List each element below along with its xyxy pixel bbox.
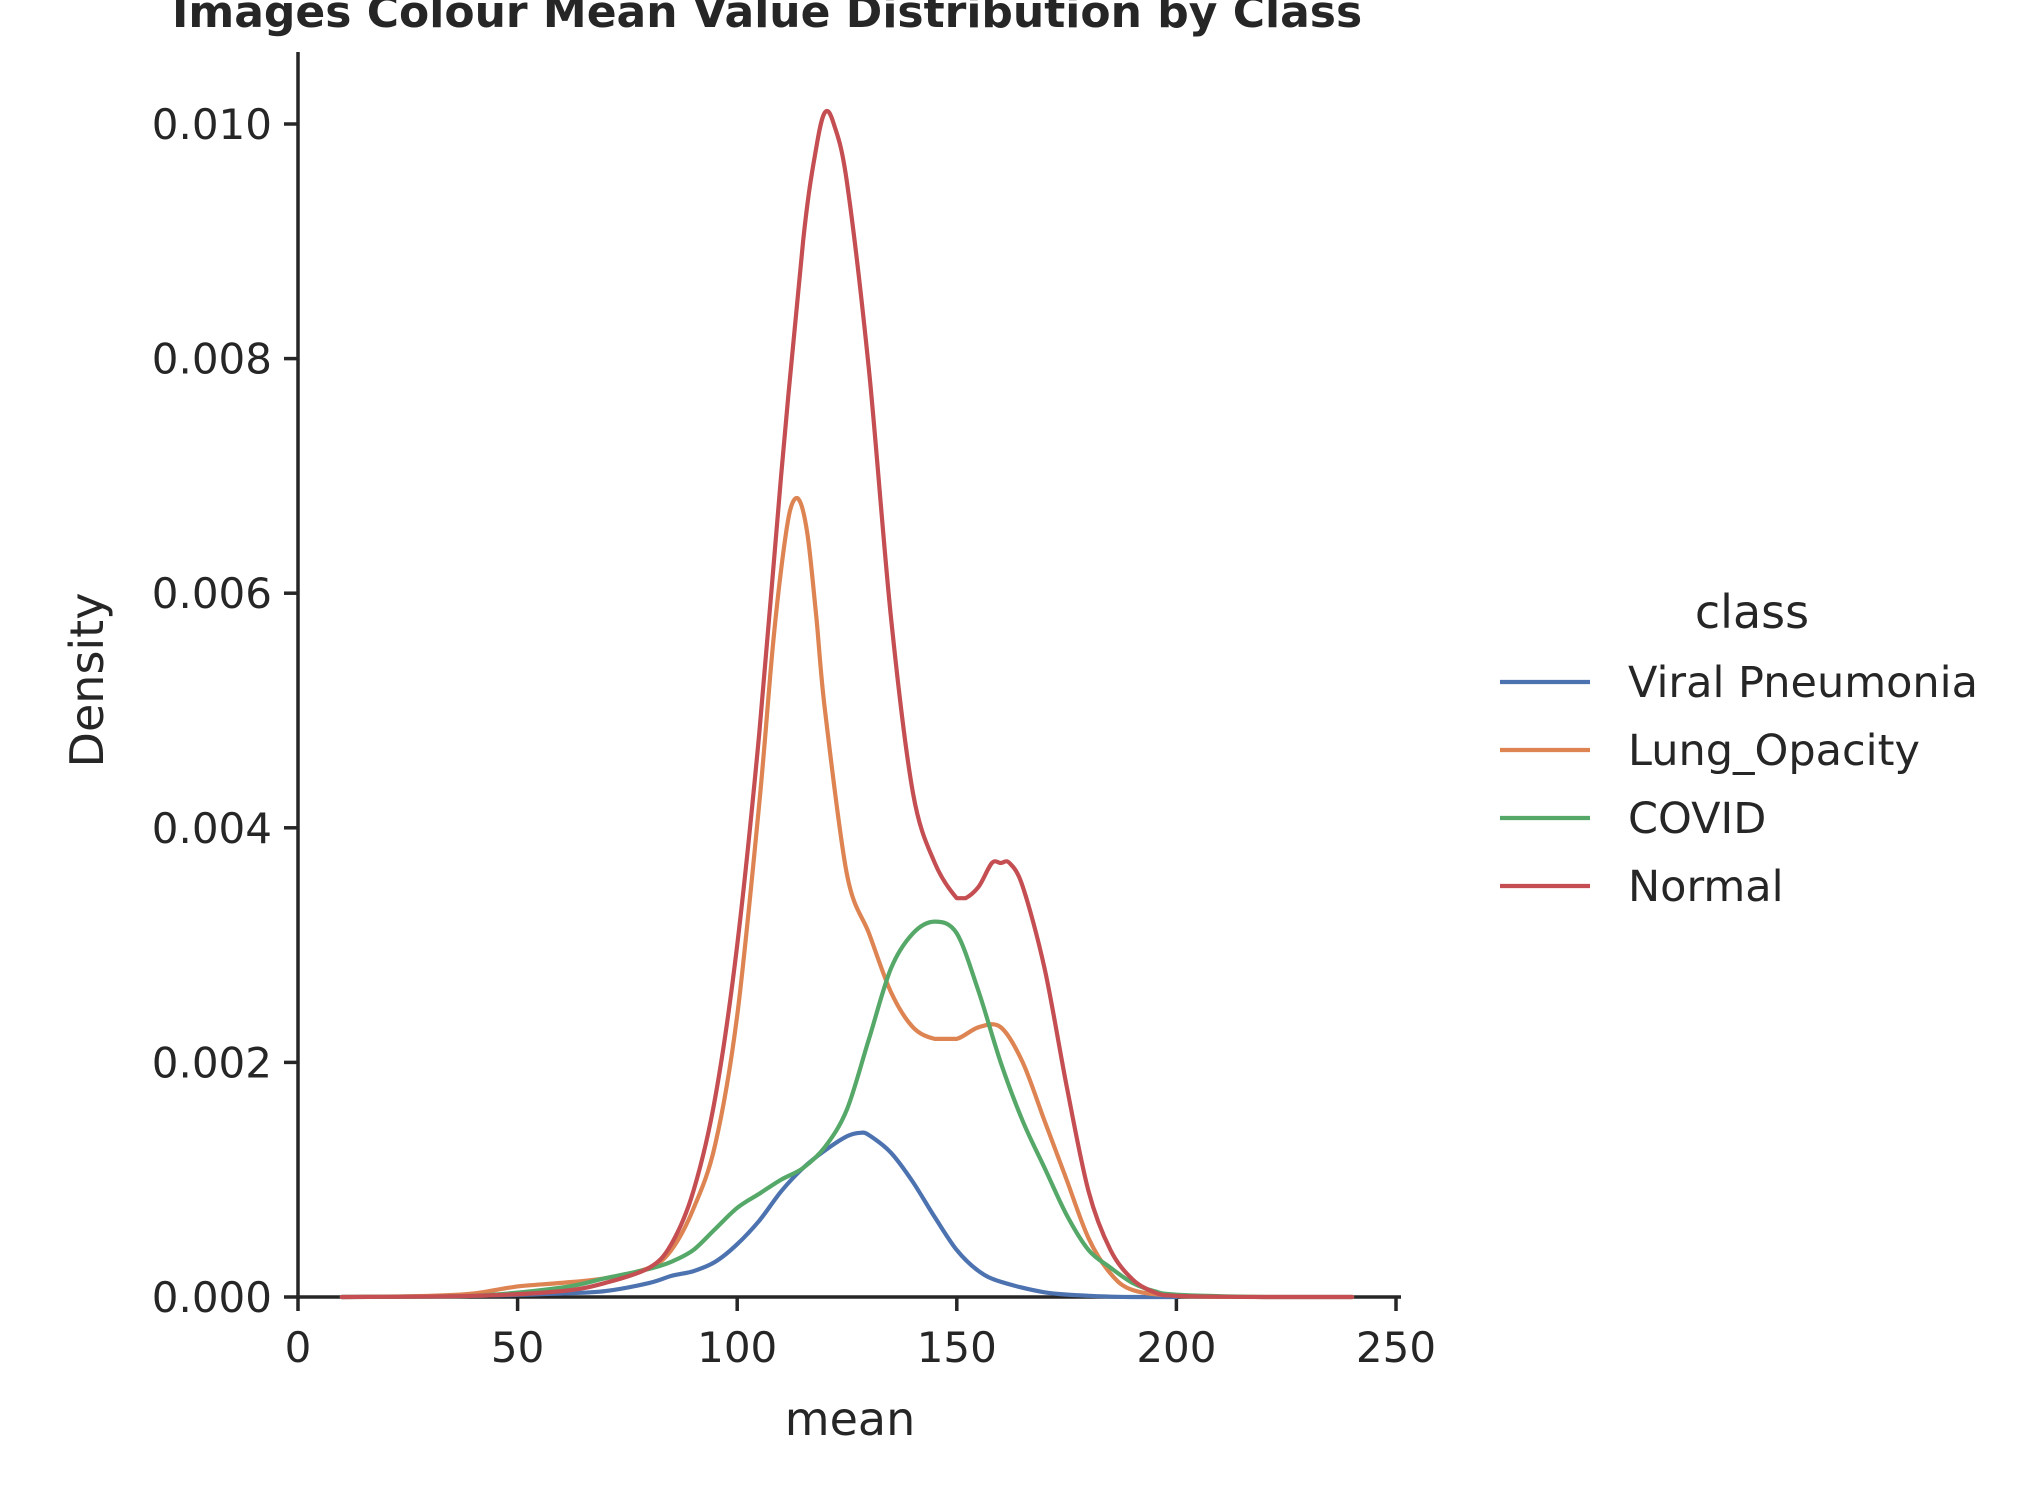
y-tick-label: 0.000 [152, 1273, 272, 1322]
density-line-viral-pneumonia [339, 1130, 1179, 1300]
x-tick-label: 250 [1356, 1323, 1436, 1372]
y-tick-label: 0.010 [152, 100, 272, 149]
y-tick-label: 0.004 [152, 804, 272, 853]
legend-title: class [1695, 585, 1809, 639]
legend: class Viral Pneumonia Lung_Opacity COVID No… [1500, 585, 1978, 912]
legend-item: Normal [1500, 862, 1784, 912]
x-axis: 0 50 100 150 200 250 [285, 1295, 1436, 1372]
density-line-covid [339, 919, 1355, 1300]
x-tick-label: 50 [491, 1323, 544, 1372]
legend-item: Viral Pneumonia [1500, 658, 1978, 708]
y-tick-label: 0.006 [152, 569, 272, 618]
y-tick-label: 0.008 [152, 335, 272, 384]
legend-label: Viral Pneumonia [1628, 658, 1978, 708]
legend-label: COVID [1628, 794, 1766, 844]
legend-item: Lung_Opacity [1500, 726, 1920, 776]
y-axis: 0.000 0.002 0.004 0.006 0.008 0.010 [152, 52, 300, 1322]
legend-label: Lung_Opacity [1628, 726, 1920, 776]
y-axis-label: Density [60, 593, 114, 768]
x-axis-label: mean [785, 1392, 915, 1446]
legend-label: Normal [1628, 862, 1784, 912]
density-line-normal [339, 108, 1355, 1300]
density-line-lung-opacity [339, 496, 1355, 1300]
x-tick-label: 0 [285, 1323, 312, 1372]
x-tick-label: 200 [1136, 1323, 1216, 1372]
y-tick-label: 0.002 [152, 1038, 272, 1087]
chart-title: Images Colour Mean Value Distribution by… [172, 0, 1362, 38]
x-tick-label: 150 [917, 1323, 997, 1372]
plot-area [339, 108, 1355, 1300]
x-tick-label: 100 [697, 1323, 777, 1372]
legend-item: COVID [1500, 794, 1766, 844]
